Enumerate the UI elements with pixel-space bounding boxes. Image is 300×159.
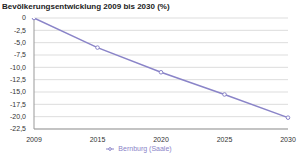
- svg-text:2009: 2009: [26, 136, 42, 143]
- html-text:Bevölkerungsentwicklung 2009 b: Bevölkerungsentwicklung 2009 bis 2030 (%…: [2, 2, 170, 11]
- svg-text:-20,0: -20,0: [10, 113, 26, 120]
- svg-text:2030: 2030: [280, 136, 292, 143]
- svg-text:-2,5: -2,5: [14, 27, 26, 34]
- svg-text:2025: 2025: [217, 136, 233, 143]
- svg-text:-12,5: -12,5: [10, 76, 26, 83]
- svg-text:-10,0: -10,0: [10, 64, 26, 71]
- svg-text:-5,0: -5,0: [14, 39, 26, 46]
- html-text:Bernburg (Saale): Bernburg (Saale): [118, 145, 172, 152]
- svg-text:-22,5: -22,5: [10, 125, 26, 132]
- svg-text:-17,5: -17,5: [10, 101, 26, 108]
- svg-text:-15,0: -15,0: [10, 88, 26, 95]
- svg-text:2020: 2020: [153, 136, 169, 143]
- svg-text:0: 0: [22, 14, 26, 21]
- svg-text:2015: 2015: [90, 136, 106, 143]
- svg-text:-7,5: -7,5: [14, 51, 26, 58]
